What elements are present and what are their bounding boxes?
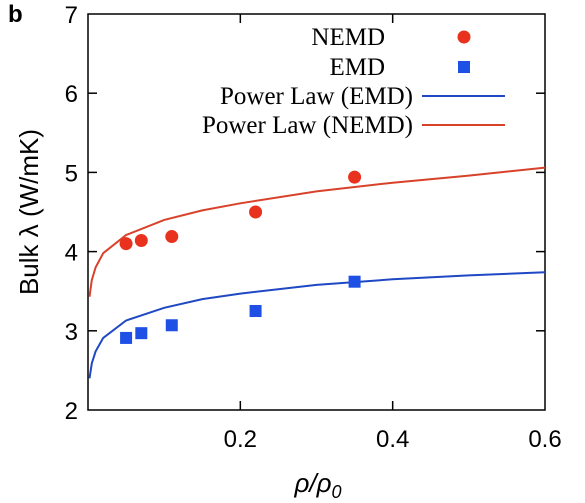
legend-marker-nemd	[457, 30, 471, 44]
y-tick-label: 7	[65, 2, 78, 29]
legend-label-powerlaw-emd: Power Law (EMD)	[220, 83, 413, 110]
x-axis-label: ρ/ρ0	[293, 468, 341, 502]
x-axis-label-subscript: 0	[332, 482, 342, 502]
y-tick-label: 6	[65, 81, 78, 108]
axes	[87, 13, 546, 411]
legend-label-powerlaw-nemd: Power Law (NEMD)	[202, 112, 413, 139]
legend-label-emd: EMD	[329, 54, 385, 81]
fit-line	[88, 271, 546, 379]
legend: NEMD EMD Power Law (EMD) Power Law (NEMD…	[202, 24, 505, 139]
x-tick-label: 0.2	[224, 426, 257, 453]
y-tick-label: 4	[65, 240, 78, 267]
plot-frame	[87, 13, 546, 411]
nemd-point	[249, 205, 263, 219]
emd-point	[249, 305, 262, 317]
y-tick-label: 5	[65, 160, 78, 187]
nemd-point	[348, 170, 362, 184]
emd-point	[348, 275, 361, 288]
fit-line	[88, 166, 546, 297]
nemd-point	[134, 234, 148, 248]
x-axis-label-main: ρ/ρ	[293, 468, 331, 498]
nemd-point	[119, 237, 133, 251]
panel-label: b	[8, 1, 23, 28]
y-axis-label: Bulk λ (W/mK)	[14, 129, 44, 295]
emd-point	[135, 327, 148, 340]
y-tick-label: 2	[65, 398, 78, 425]
nemd-point	[165, 230, 179, 244]
y-tick-label: 3	[65, 319, 78, 346]
emd-point	[165, 319, 178, 332]
legend-label-nemd: NEMD	[311, 24, 385, 51]
x-tick-label: 0.6	[528, 426, 561, 453]
x-tick-label: 0.4	[376, 426, 409, 453]
legend-marker-emd	[458, 61, 470, 73]
series	[88, 166, 546, 379]
emd-point	[120, 331, 133, 344]
ticks: 2 3 4 5 6 7 0.2 0.4 0.6	[65, 2, 562, 453]
